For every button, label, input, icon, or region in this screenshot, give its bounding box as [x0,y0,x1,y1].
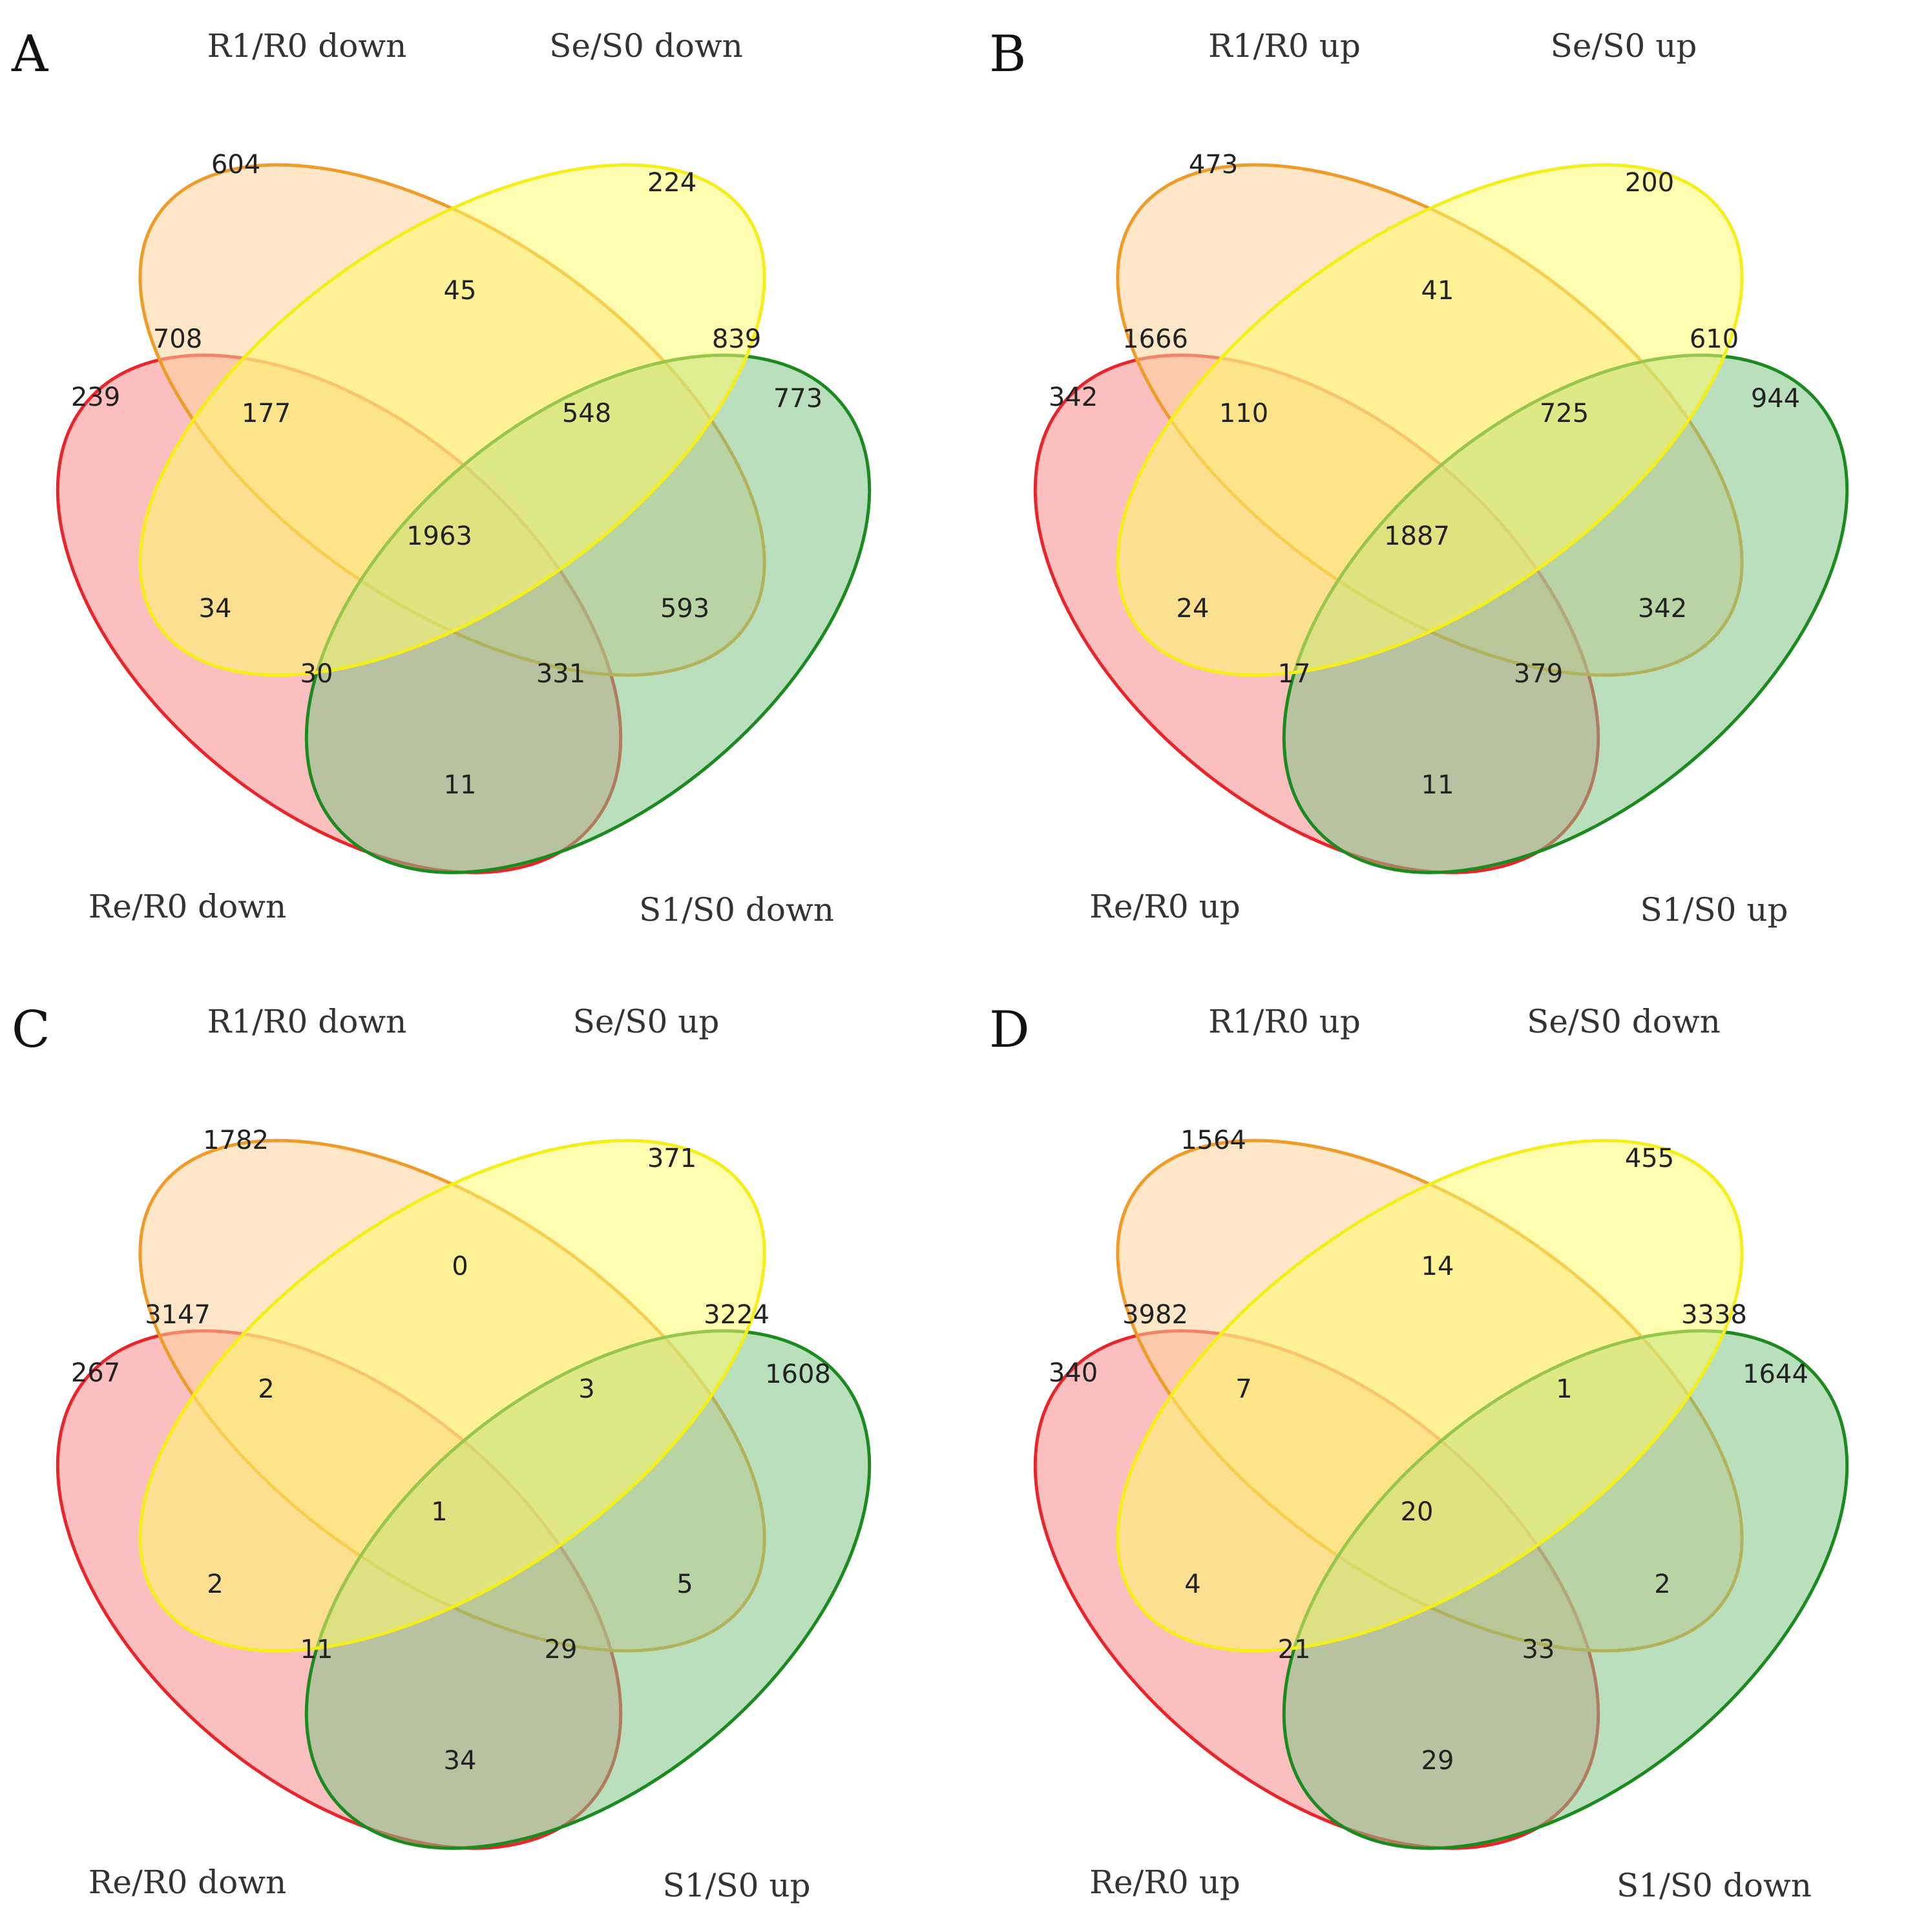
region-count-r1-se: 14 [1421,1252,1454,1281]
panel-letter: C [12,1001,50,1059]
region-count-re-s1: 34 [444,1746,477,1776]
set-label-s1: S1/S0 down [639,891,834,929]
region-count-r1-only: 1782 [203,1126,269,1155]
region-count-re-only: 267 [71,1358,120,1388]
region-count-r1-se: 41 [1421,276,1454,306]
region-count-s1-only: 944 [1751,384,1800,414]
region-count-r1-only: 604 [211,150,260,180]
region-count-se-only: 200 [1625,168,1674,198]
region-count-r1-re-s1: 379 [1514,659,1563,689]
region-count-s1-only: 773 [773,384,822,414]
region-count-r1-se-s1: 3 [578,1374,594,1404]
region-count-r1-s1: 2 [1654,1570,1670,1599]
panel-letter: A [11,25,49,83]
region-count-r1-only: 473 [1189,150,1238,180]
region-count-r1-se-re: 7 [1235,1374,1251,1404]
region-count-r1-re: 1666 [1122,324,1188,354]
region-count-re-s1: 11 [444,770,477,800]
region-count-re-only: 340 [1049,1358,1098,1388]
region-count-r1-se-re: 177 [242,399,291,428]
region-count-s1-only: 1608 [765,1360,831,1389]
panel-letter: D [989,1001,1030,1059]
region-count-se-re: 24 [1177,594,1210,624]
region-count-r1-re: 3982 [1122,1300,1188,1330]
region-count-re-only: 342 [1049,383,1098,412]
region-count-re-s1: 29 [1421,1746,1454,1776]
region-count-r1-s1: 593 [660,594,709,624]
region-count-s1-only: 1644 [1743,1360,1808,1389]
set-label-se: Se/S0 up [573,1003,720,1040]
region-count-re-s1: 11 [1421,770,1454,800]
region-count-re-only: 239 [71,383,120,412]
region-count-se-s1: 610 [1690,324,1739,354]
panel-letter: B [989,25,1026,83]
region-count-se-s1: 3224 [704,1300,770,1330]
region-count-se-re: 2 [207,1570,223,1599]
set-label-s1: S1/S0 down [1617,1867,1812,1904]
venn-panel-c: C R1/R0 down Se/S0 up Re/R0 down S1/S0 up 178… [12,1001,872,1904]
region-count-r1-se: 0 [452,1252,468,1281]
set-label-se: Se/S0 up [1551,27,1697,65]
set-ellipse-se [1116,1139,1744,1653]
region-count-r1-se: 45 [444,276,477,306]
region-count-se-s1: 839 [712,324,761,354]
venn-panel-b: B R1/R0 up Se/S0 up Re/R0 up S1/S0 up 473 200 3… [989,25,1849,929]
set-label-r1: R1/R0 up [1208,1003,1361,1040]
set-label-r1: R1/R0 down [207,27,407,65]
set-label-r1: R1/R0 down [207,1003,407,1040]
region-count-r1-re-s1: 33 [1522,1635,1555,1664]
region-count-se-re-s1: 17 [1278,659,1311,689]
venn-panel-a: A R1/R0 down Se/S0 down Re/R0 down S1/S0 dow… [11,25,872,929]
set-label-s1: S1/S0 up [662,1867,810,1904]
region-count-all: 1963 [406,521,472,551]
region-count-r1-se-s1: 548 [562,399,611,428]
set-label-r1: R1/R0 up [1208,27,1361,65]
region-count-all: 1887 [1384,521,1450,551]
region-count-r1-se-s1: 1 [1556,1374,1572,1404]
set-ellipse-se [1116,163,1744,677]
region-count-r1-se-re: 2 [258,1374,274,1404]
region-count-r1-re-s1: 29 [545,1635,578,1664]
region-count-r1-se-s1: 725 [1540,399,1589,428]
region-count-se-re-s1: 30 [300,659,333,689]
venn-panel-d: D R1/R0 up Se/S0 down Re/R0 up S1/S0 down 156… [989,1001,1849,1904]
region-count-r1-se-re: 110 [1219,399,1268,428]
region-count-r1-re: 708 [153,324,202,354]
set-label-re: Re/R0 down [89,1864,287,1901]
region-count-se-re: 34 [199,594,232,624]
set-label-s1: S1/S0 up [1640,891,1788,929]
region-count-se-re: 4 [1184,1570,1200,1599]
region-count-se-re-s1: 21 [1278,1635,1311,1664]
region-count-r1-re: 3147 [145,1300,211,1330]
set-label-re: Re/R0 up [1089,888,1241,925]
region-count-se-only: 455 [1625,1144,1674,1173]
region-count-se-only: 224 [647,168,696,198]
region-count-r1-s1: 342 [1638,594,1687,624]
set-ellipse-se [138,1139,766,1653]
set-label-re: Re/R0 up [1089,1864,1241,1901]
set-label-se: Se/S0 down [549,27,743,65]
region-count-se-only: 371 [647,1144,696,1173]
region-count-se-re-s1: 11 [300,1635,333,1664]
region-count-all: 1 [431,1497,447,1527]
region-count-all: 20 [1401,1497,1434,1527]
set-ellipse-se [138,163,766,677]
set-label-re: Re/R0 down [89,888,287,925]
set-label-se: Se/S0 down [1527,1003,1721,1040]
region-count-r1-only: 1564 [1180,1126,1246,1155]
region-count-r1-re-s1: 331 [536,659,585,689]
region-count-se-s1: 3338 [1681,1300,1747,1330]
region-count-r1-s1: 5 [676,1570,693,1599]
